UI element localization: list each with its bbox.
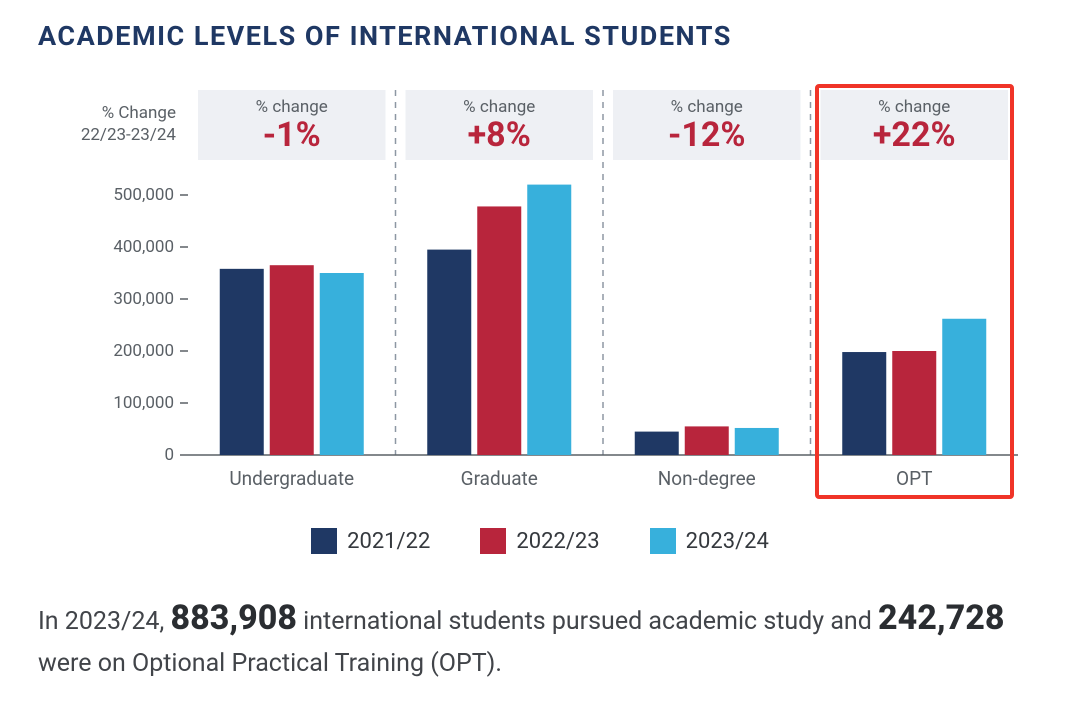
bar xyxy=(892,351,936,455)
bar xyxy=(635,432,679,455)
bar xyxy=(220,269,264,455)
change-value: -1% xyxy=(263,115,321,155)
legend-item: 2023/24 xyxy=(650,528,769,554)
change-side-label-1: % Change xyxy=(102,103,176,123)
category-label: OPT xyxy=(896,467,932,490)
bar xyxy=(427,250,471,455)
change-small-label: % change xyxy=(256,97,328,117)
bar xyxy=(735,428,779,455)
change-small-label: % change xyxy=(878,97,950,117)
legend-label: 2022/23 xyxy=(516,529,599,554)
caption-mid: international students pursued academic … xyxy=(297,607,878,636)
y-tick-label: 500,000 xyxy=(113,185,174,205)
category-label: Non-degree xyxy=(658,467,756,490)
bar xyxy=(685,426,729,455)
bar xyxy=(842,352,886,455)
bar xyxy=(320,273,364,455)
category-label: Undergraduate xyxy=(229,467,354,490)
bar-chart: % Change22/23-23/24% change-1%% change+8… xyxy=(38,80,1042,520)
change-small-label: % change xyxy=(671,97,743,117)
bar xyxy=(270,265,314,455)
caption-big-1: 883,908 xyxy=(171,598,297,638)
change-value: -12% xyxy=(668,115,746,155)
bar xyxy=(527,185,571,455)
y-tick-label: 200,000 xyxy=(113,341,174,361)
change-small-label: % change xyxy=(463,97,535,117)
legend-swatch xyxy=(311,528,337,554)
legend-swatch xyxy=(480,528,506,554)
change-value: +8% xyxy=(468,115,531,155)
y-tick-label: 100,000 xyxy=(113,393,174,413)
bar xyxy=(477,206,521,455)
chart-svg: % Change22/23-23/24% change-1%% change+8… xyxy=(38,80,1038,520)
legend-label: 2021/22 xyxy=(347,529,430,554)
y-tick-label: 300,000 xyxy=(113,289,174,309)
caption-prefix: In 2023/24, xyxy=(38,607,171,636)
bar xyxy=(942,319,986,455)
y-tick-label: 0 xyxy=(164,445,174,465)
caption-big-2: 242,728 xyxy=(878,598,1004,638)
change-value: +22% xyxy=(873,115,956,155)
legend-item: 2022/23 xyxy=(480,528,599,554)
caption-text: In 2023/24, 883,908 international studen… xyxy=(38,592,1042,683)
legend-label: 2023/24 xyxy=(686,529,769,554)
chart-title: ACADEMIC LEVELS OF INTERNATIONAL STUDENT… xyxy=(38,20,1042,52)
legend-item: 2021/22 xyxy=(311,528,430,554)
y-tick-label: 400,000 xyxy=(113,237,174,257)
caption-suffix: were on Optional Practical Training (OPT… xyxy=(38,649,502,678)
change-side-label-2: 22/23-23/24 xyxy=(81,125,177,145)
legend-swatch xyxy=(650,528,676,554)
chart-legend: 2021/22 2022/23 2023/24 xyxy=(38,528,1042,554)
category-label: Graduate xyxy=(461,467,538,490)
